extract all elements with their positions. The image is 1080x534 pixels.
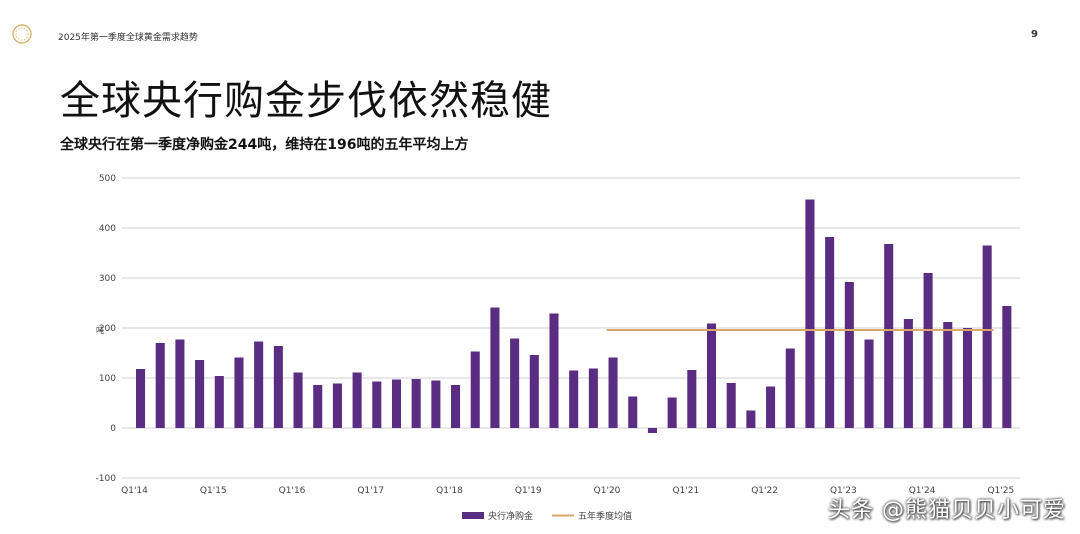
bar [962, 328, 972, 428]
bar [273, 346, 283, 428]
x-tick-label: Q1'21 [672, 486, 699, 496]
x-tick-label: Q1'14 [121, 486, 148, 496]
bar [234, 357, 244, 428]
bar [195, 360, 205, 428]
bar [372, 381, 382, 428]
x-tick-label: Q1'17 [357, 486, 384, 496]
bar [451, 385, 461, 428]
y-tick-label: 200 [99, 324, 116, 334]
bar [647, 428, 657, 433]
y-tick-label: -100 [96, 474, 117, 484]
bar [411, 379, 421, 428]
bar [884, 244, 894, 428]
bar [155, 343, 165, 428]
bar [864, 339, 874, 428]
y-tick-label: 100 [99, 374, 116, 384]
y-tick-label: 300 [99, 274, 116, 284]
bar [588, 368, 598, 428]
bar [982, 245, 992, 428]
document-title: 2025年第一季度全球黄金需求趋势 [58, 33, 198, 43]
watermark-text: 头条 @熊猫贝贝小可爱 [828, 498, 1066, 523]
x-tick-label: Q1'25 [987, 486, 1014, 496]
bar [628, 396, 638, 428]
x-tick-label: Q1'18 [436, 486, 463, 496]
bar [431, 380, 441, 428]
header-bar: 2025年第一季度全球黄金需求趋势 9 [0, 0, 1080, 66]
bar [844, 282, 854, 428]
x-tick-label: Q1'23 [830, 486, 857, 496]
x-tick-label: Q1'20 [594, 486, 621, 496]
bar [785, 348, 795, 428]
bar [726, 383, 736, 428]
bar [214, 376, 224, 428]
y-tick-label: 500 [99, 174, 116, 184]
bar [391, 379, 402, 428]
bar [903, 319, 913, 428]
x-tick-label: Q1'24 [909, 486, 936, 496]
legend-label-bars: 央行净购金 [488, 510, 533, 522]
chart-subtitle: 全球央行在第一季度净购金244吨，维持在196吨的五年平均上方 [60, 137, 469, 153]
bar [923, 273, 933, 428]
bar [293, 372, 303, 428]
bar [687, 370, 697, 428]
sun-logo-icon [12, 24, 32, 44]
bar [529, 355, 539, 428]
bar-chart: -100 0 100 200 300 400 500 吨 Q1'14 Q1'15 Q1'16 Q1'1… [96, 174, 1020, 522]
bar [352, 372, 362, 428]
bar [490, 307, 500, 428]
watermark: 头条 @熊猫贝贝小可爱 [828, 492, 1066, 524]
y-axis-label: 吨 [96, 325, 104, 335]
bar [766, 386, 776, 428]
bar [313, 385, 323, 428]
bar [608, 357, 618, 428]
x-tick-label: Q1'16 [279, 486, 306, 496]
bar [667, 397, 677, 428]
bar [825, 237, 835, 428]
bar [706, 323, 717, 428]
bar [746, 410, 756, 428]
page-title: 全球央行购金步伐依然稳健 [60, 78, 552, 124]
bar [470, 351, 480, 428]
y-tick-label: 0 [110, 424, 116, 434]
bar [1002, 306, 1012, 428]
bar [549, 313, 559, 428]
bar [254, 341, 264, 428]
legend-label-line: 五年季度均值 [578, 510, 632, 522]
x-tick-label: Q1'22 [751, 486, 778, 496]
bar [136, 369, 146, 428]
bar [805, 199, 815, 428]
bar [332, 383, 342, 428]
x-tick-label: Q1'15 [200, 486, 227, 496]
x-tick-label: Q1'19 [515, 486, 542, 496]
bar [510, 338, 520, 428]
y-tick-label: 400 [99, 224, 116, 234]
legend-swatch-bars [462, 512, 484, 519]
bar [943, 322, 953, 428]
bar [175, 339, 185, 428]
page-number: 9 [1031, 29, 1038, 40]
bar [569, 370, 579, 428]
